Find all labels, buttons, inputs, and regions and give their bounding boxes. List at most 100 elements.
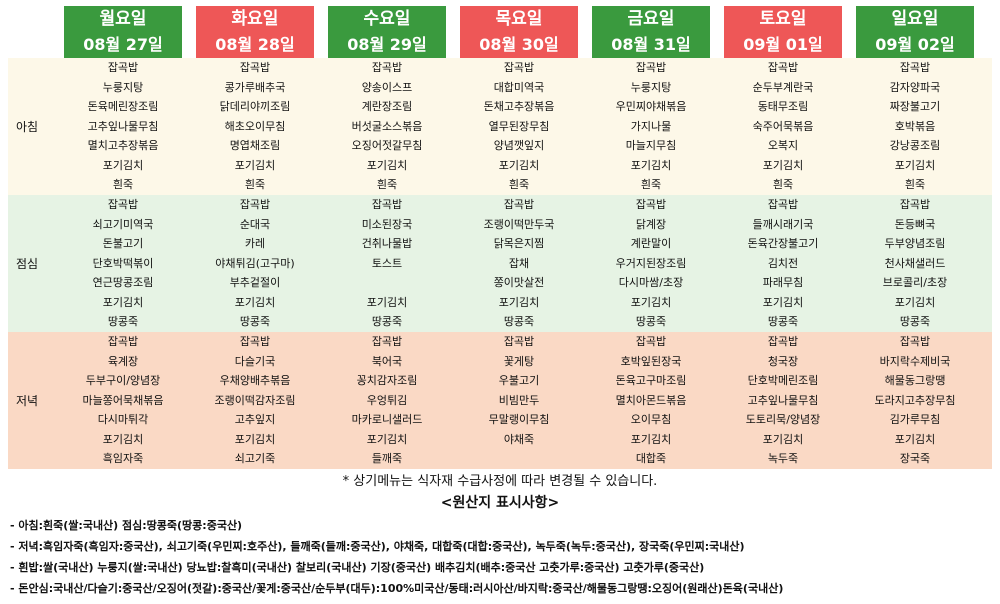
menu-item: 해초오이무침 (224, 119, 286, 133)
menu-item: 잡곡밥 (635, 198, 667, 211)
menu-item: 포기김치 (894, 158, 936, 172)
menu-item: 흰죽 (508, 178, 530, 192)
menu-item: 가지나물 (630, 119, 672, 133)
menu-item (460, 449, 578, 469)
menu-item: 잡곡밥 (503, 335, 535, 348)
menu-item: 닭목은지찜 (493, 237, 545, 251)
menu-item: 포기김치 (762, 295, 804, 309)
menu-item: 명엽채조림 (229, 139, 281, 153)
origin-title: <원산지 표시사항> (440, 495, 560, 511)
menu-item: 조랭이떡감자조림 (214, 393, 296, 407)
menu-item: 잡곡밥 (899, 61, 931, 74)
menu-item: 누룽지탕 (630, 80, 672, 94)
menu-item: 포기김치 (630, 158, 672, 172)
meal-day-column: 잡곡밥 닭계장 계란말이 우거지된장조림 다시마쌈/초장 포기김치 땅콩죽 (592, 195, 710, 332)
menu-item: 파래무침 (762, 276, 804, 290)
menu-item: 두부구이/양념장 (85, 374, 161, 388)
menu-item: 잡곡밥 (767, 61, 799, 74)
menu-item: 야채죽 (503, 432, 535, 446)
menu-item: 두부양념조림 (884, 237, 946, 251)
menu-item: 마늘지무침 (625, 139, 677, 153)
header-spacer (8, 6, 64, 58)
menu-item: 포기김치 (366, 432, 408, 446)
menu-item: 포기김치 (102, 432, 144, 446)
day-date: 08월 30일 (479, 35, 559, 54)
menu-item: 돈육메린장조림 (87, 100, 159, 114)
menu-item: 단호박메린조림 (747, 374, 819, 388)
menu-item: 장국죽 (899, 452, 931, 466)
origin-line: - 흰밥:쌀(국내산) 누룽지(쌀:국내산) 당뇨밥:찰흑미(국내산) 찰보리(… (10, 561, 705, 574)
meal-label: 아침 (16, 120, 39, 134)
menu-item: 땅콩죽 (371, 315, 403, 329)
menu-item: 돈채고추장볶음 (483, 100, 555, 114)
menu-item: 포기김치 (762, 432, 804, 446)
menu-item: 해물동그랑땡 (884, 374, 946, 388)
menu-item: 멸치아몬드볶음 (615, 393, 687, 407)
menu-item: 포기김치 (894, 432, 936, 446)
menu-item: 건취나물밥 (361, 237, 413, 251)
meal-day-column: 잡곡밥 순두부계란국 동태무조림 숙주어묵볶음 오복지 포기김치 흰죽 (724, 58, 842, 195)
menu-item: 포기김치 (762, 158, 804, 172)
menu-item: 김가루무침 (889, 413, 941, 427)
menu-item: 땅콩죽 (899, 315, 931, 329)
meal-day-column: 잡곡밥 누룽지탕 돈육메린장조림 고추잎나물무침 멸치고추장볶음 포기김치 흰죽 (64, 58, 182, 195)
meal-day-column: 잡곡밥 대합미역국 돈채고추장볶음 열무된장무침 양념깻잎지 포기김치 흰죽 (460, 58, 578, 195)
meal-day-column: 잡곡밥 돈등뼈국 두부양념조림 천사채샐러드 브로콜리/초장 포기김치 땅콩죽 (856, 195, 974, 332)
origin-line: - 아침:흰죽(쌀:국내산) 점심:땅콩죽(땅콩:중국산) (10, 519, 243, 532)
menu-item: 고추잎나물무침 (747, 393, 819, 407)
header-day: 수요일 08월 29일 (328, 6, 446, 58)
menu-item: 돈등뼈국 (894, 217, 936, 231)
menu-item: 돈불고기 (102, 237, 144, 251)
menu-item: 다시마쌈/초장 (618, 276, 684, 290)
day-date: 09월 02일 (875, 35, 955, 54)
day-name: 토요일 (759, 9, 807, 29)
menu-item: 흰죽 (112, 178, 134, 192)
menu-item: 카레 (244, 237, 266, 251)
menu-item: 포기김치 (366, 295, 408, 309)
menu-item: 천사채샐러드 (884, 256, 946, 270)
meal-day-column: 잡곡밥 쇠고기미역국 돈불고기 단호박떡볶이 연근땅콩조림 포기김치 땅콩죽 (64, 195, 182, 332)
meal-day-column: 잡곡밥 바지락수제비국 해물동그랑땡 도라지고추장무침 김가루무침 포기김치 장국죽 (856, 332, 974, 469)
menu-item: 토스트 (371, 256, 403, 270)
menu-item: 오이무침 (630, 413, 672, 427)
menu-item: 순대국 (239, 217, 271, 231)
header-day: 금요일 08월 31일 (592, 6, 710, 58)
meal-day-column: 잡곡밥 감자양파국 짜장불고기 호박볶음 강낭콩조림 포기김치 흰죽 (856, 58, 974, 195)
menu-item: 잡곡밥 (767, 335, 799, 348)
menu-item: 멸치고추장볶음 (87, 139, 159, 153)
menu-item: 땅콩죽 (503, 315, 535, 329)
menu-item: 청국장 (767, 354, 799, 368)
menu-item: 다슬기국 (234, 354, 276, 368)
menu-item: 오징어젓갈무침 (351, 139, 423, 153)
menu-item: 포기김치 (102, 158, 144, 172)
menu-item (328, 273, 446, 293)
header-day: 토요일 09월 01일 (724, 6, 842, 58)
menu-item: 땅콩죽 (107, 315, 139, 329)
day-date: 08월 31일 (611, 35, 691, 54)
menu-item: 땅콩죽 (239, 315, 271, 329)
origin-list: - 아침:흰죽(쌀:국내산) 점심:땅콩죽(땅콩:중국산) - 저녁:흑임자죽(… (10, 515, 995, 599)
menu-item: 들깨죽 (371, 452, 403, 466)
menu-item: 포기김치 (366, 158, 408, 172)
menu-item: 포기김치 (630, 295, 672, 309)
menu-item: 잡곡밥 (239, 198, 271, 211)
day-name: 목요일 (495, 9, 543, 29)
meal-day-column: 잡곡밥 청국장 단호박메린조림 고추잎나물무침 도토리묵/양념장 포기김치 녹두죽 (724, 332, 842, 469)
menu-item: 잡곡밥 (899, 335, 931, 348)
menu-item: 호박볶음 (894, 119, 936, 133)
menu-item: 꽃게탕 (503, 354, 535, 368)
menu-item: 버섯굴소스볶음 (351, 119, 423, 133)
menu-item: 포기김치 (498, 158, 540, 172)
meal-day-column: 잡곡밥 다슬기국 우채양배추볶음 조랭이떡감자조림 고추잎지 포기김치 쇠고기죽 (196, 332, 314, 469)
meal-day-column: 잡곡밥 콩가루배추국 닭데리야끼조림 해초오이무침 명엽채조림 포기김치 흰죽 (196, 58, 314, 195)
menu-item: 땅콩죽 (635, 315, 667, 329)
menu-item: 계란말이 (630, 237, 672, 251)
menu-item: 마늘쫑어묵채볶음 (82, 393, 164, 407)
menu-item: 잡곡밥 (239, 335, 271, 348)
day-name: 금요일 (627, 9, 675, 29)
menu-item: 쇠고기죽 (234, 452, 276, 466)
menu-item: 계란장조림 (361, 100, 413, 114)
menu-item: 열무된장무침 (488, 119, 550, 133)
menu-item: 단호박떡볶이 (92, 256, 154, 270)
menu-item: 비빔만두 (498, 393, 540, 407)
